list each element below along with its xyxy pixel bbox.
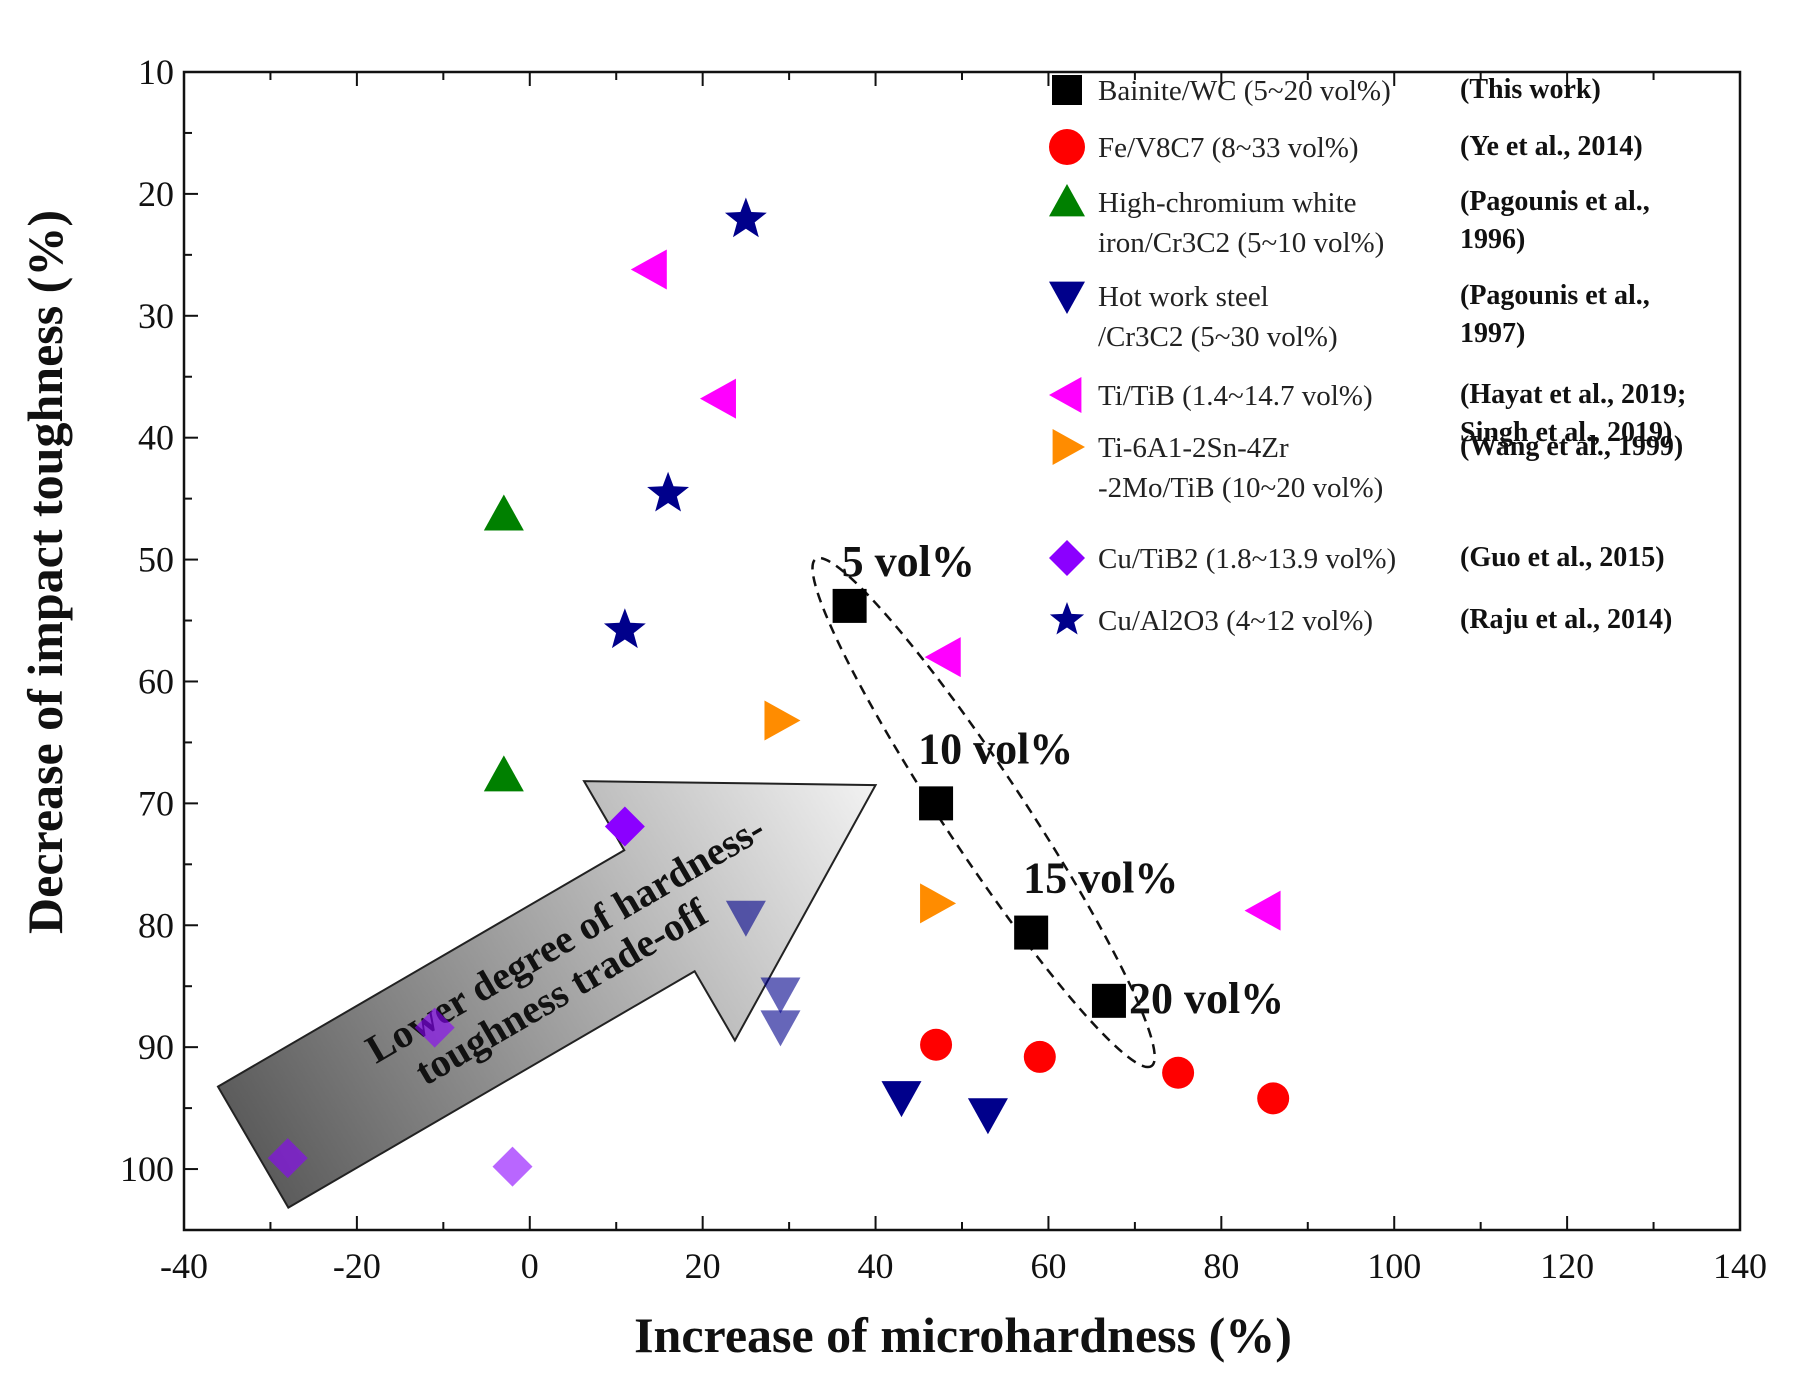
legend-marker-0 (1052, 75, 1082, 105)
x-tick-label: 100 (1367, 1246, 1421, 1286)
data-point-series-2 (484, 755, 524, 791)
data-point-series-1 (1162, 1057, 1194, 1089)
y-tick-label: 70 (138, 783, 174, 823)
x-tick-label: 0 (521, 1246, 539, 1286)
y-tick-label: 50 (138, 540, 174, 580)
legend-label: Ti-6A1-2Sn-4Zr (1098, 432, 1289, 464)
x-tick-label: -40 (160, 1246, 208, 1286)
data-point-series-5 (764, 700, 800, 740)
data-point-series-3 (881, 1081, 921, 1117)
x-tick-label: -20 (333, 1246, 381, 1286)
legend-label: iron/Cr3C2 (5~10 vol%) (1098, 227, 1384, 259)
legend-marker-3 (1049, 282, 1085, 314)
y-axis-title: Decrease of impact toughness (%) (17, 210, 73, 934)
data-point-series-4 (1245, 891, 1281, 931)
data-point-series-5 (920, 883, 956, 923)
legend-label: Bainite/WC (5~20 vol%) (1098, 75, 1391, 107)
legend-marker-7 (1050, 602, 1084, 635)
legend-reference: (Pagounis et al., (1460, 186, 1650, 217)
legend-marker-1 (1049, 129, 1085, 165)
y-tick-label: 20 (138, 174, 174, 214)
data-point-series-3 (760, 1010, 800, 1046)
y-tick-label: 10 (138, 52, 174, 92)
data-point-series-0 (1014, 916, 1048, 950)
legend-marker-5 (1053, 429, 1085, 465)
vol-annotation: 15 vol% (1023, 854, 1178, 903)
x-tick-label: 120 (1540, 1246, 1594, 1286)
data-point-series-2 (484, 494, 524, 530)
legend-reference: (This work) (1460, 74, 1601, 105)
x-tick-label: 40 (858, 1246, 894, 1286)
data-point-series-1 (1024, 1041, 1056, 1073)
data-point-series-7 (647, 472, 689, 512)
vol-annotation: 10 vol% (918, 724, 1073, 773)
legend-reference: (Wang et al., 1999) (1460, 431, 1683, 462)
legend-label: High-chromium white (1098, 187, 1357, 219)
legend-marker-6 (1049, 540, 1085, 576)
y-tick-label: 40 (138, 418, 174, 458)
legend-label: Fe/V8C7 (8~33 vol%) (1098, 132, 1359, 164)
x-tick-label: 140 (1713, 1246, 1767, 1286)
legend-label: Cu/TiB2 (1.8~13.9 vol%) (1098, 543, 1396, 575)
data-point-series-6 (492, 1147, 532, 1187)
legend-reference: (Pagounis et al., (1460, 280, 1650, 311)
legend-reference: (Ye et al., 2014) (1460, 131, 1643, 162)
data-point-series-7 (725, 197, 767, 237)
data-point-series-1 (920, 1029, 952, 1061)
data-point-series-0 (833, 589, 867, 623)
data-point-series-0 (919, 786, 953, 820)
legend-label: -2Mo/TiB (10~20 vol%) (1098, 472, 1383, 504)
vol-annotation: 5 vol% (842, 537, 975, 586)
x-tick-label: 60 (1030, 1246, 1066, 1286)
data-point-series-4 (631, 249, 667, 289)
data-point-series-0 (1092, 984, 1126, 1018)
y-tick-label: 60 (138, 661, 174, 701)
vol-annotation: 20 vol% (1129, 974, 1284, 1023)
legend-marker-2 (1049, 184, 1085, 216)
x-tick-label: 80 (1203, 1246, 1239, 1286)
x-axis-title: Increase of microhardness (%) (634, 1307, 1292, 1363)
legend-reference: (Guo et al., 2015) (1460, 542, 1665, 573)
data-point-series-4 (925, 637, 961, 677)
y-tick-label: 80 (138, 905, 174, 945)
legend: Bainite/WC (5~20 vol%) (This work) Fe/V8C7… (1049, 74, 1686, 637)
legend-label: Ti/TiB (1.4~14.7 vol%) (1098, 380, 1373, 412)
y-tick-label: 30 (138, 296, 174, 336)
legend-reference: 1996) (1460, 224, 1525, 255)
x-tick-label: 20 (685, 1246, 721, 1286)
legend-label: Cu/Al2O3 (4~12 vol%) (1098, 605, 1373, 637)
legend-reference: 1997) (1460, 318, 1525, 349)
data-point-series-3 (760, 978, 800, 1014)
y-tick-label: 100 (120, 1149, 174, 1189)
legend-marker-4 (1049, 377, 1081, 413)
data-point-series-1 (1257, 1082, 1289, 1114)
legend-reference: (Raju et al., 2014) (1460, 604, 1672, 635)
y-tick-label: 90 (138, 1027, 174, 1067)
data-point-series-4 (700, 379, 736, 419)
legend-reference: (Hayat et al., 2019; (1460, 379, 1686, 410)
data-point-series-3 (968, 1098, 1008, 1134)
data-point-series-7 (604, 608, 646, 648)
legend-label: Hot work steel (1098, 281, 1269, 313)
legend-label: /Cr3C2 (5~30 vol%) (1098, 321, 1338, 353)
